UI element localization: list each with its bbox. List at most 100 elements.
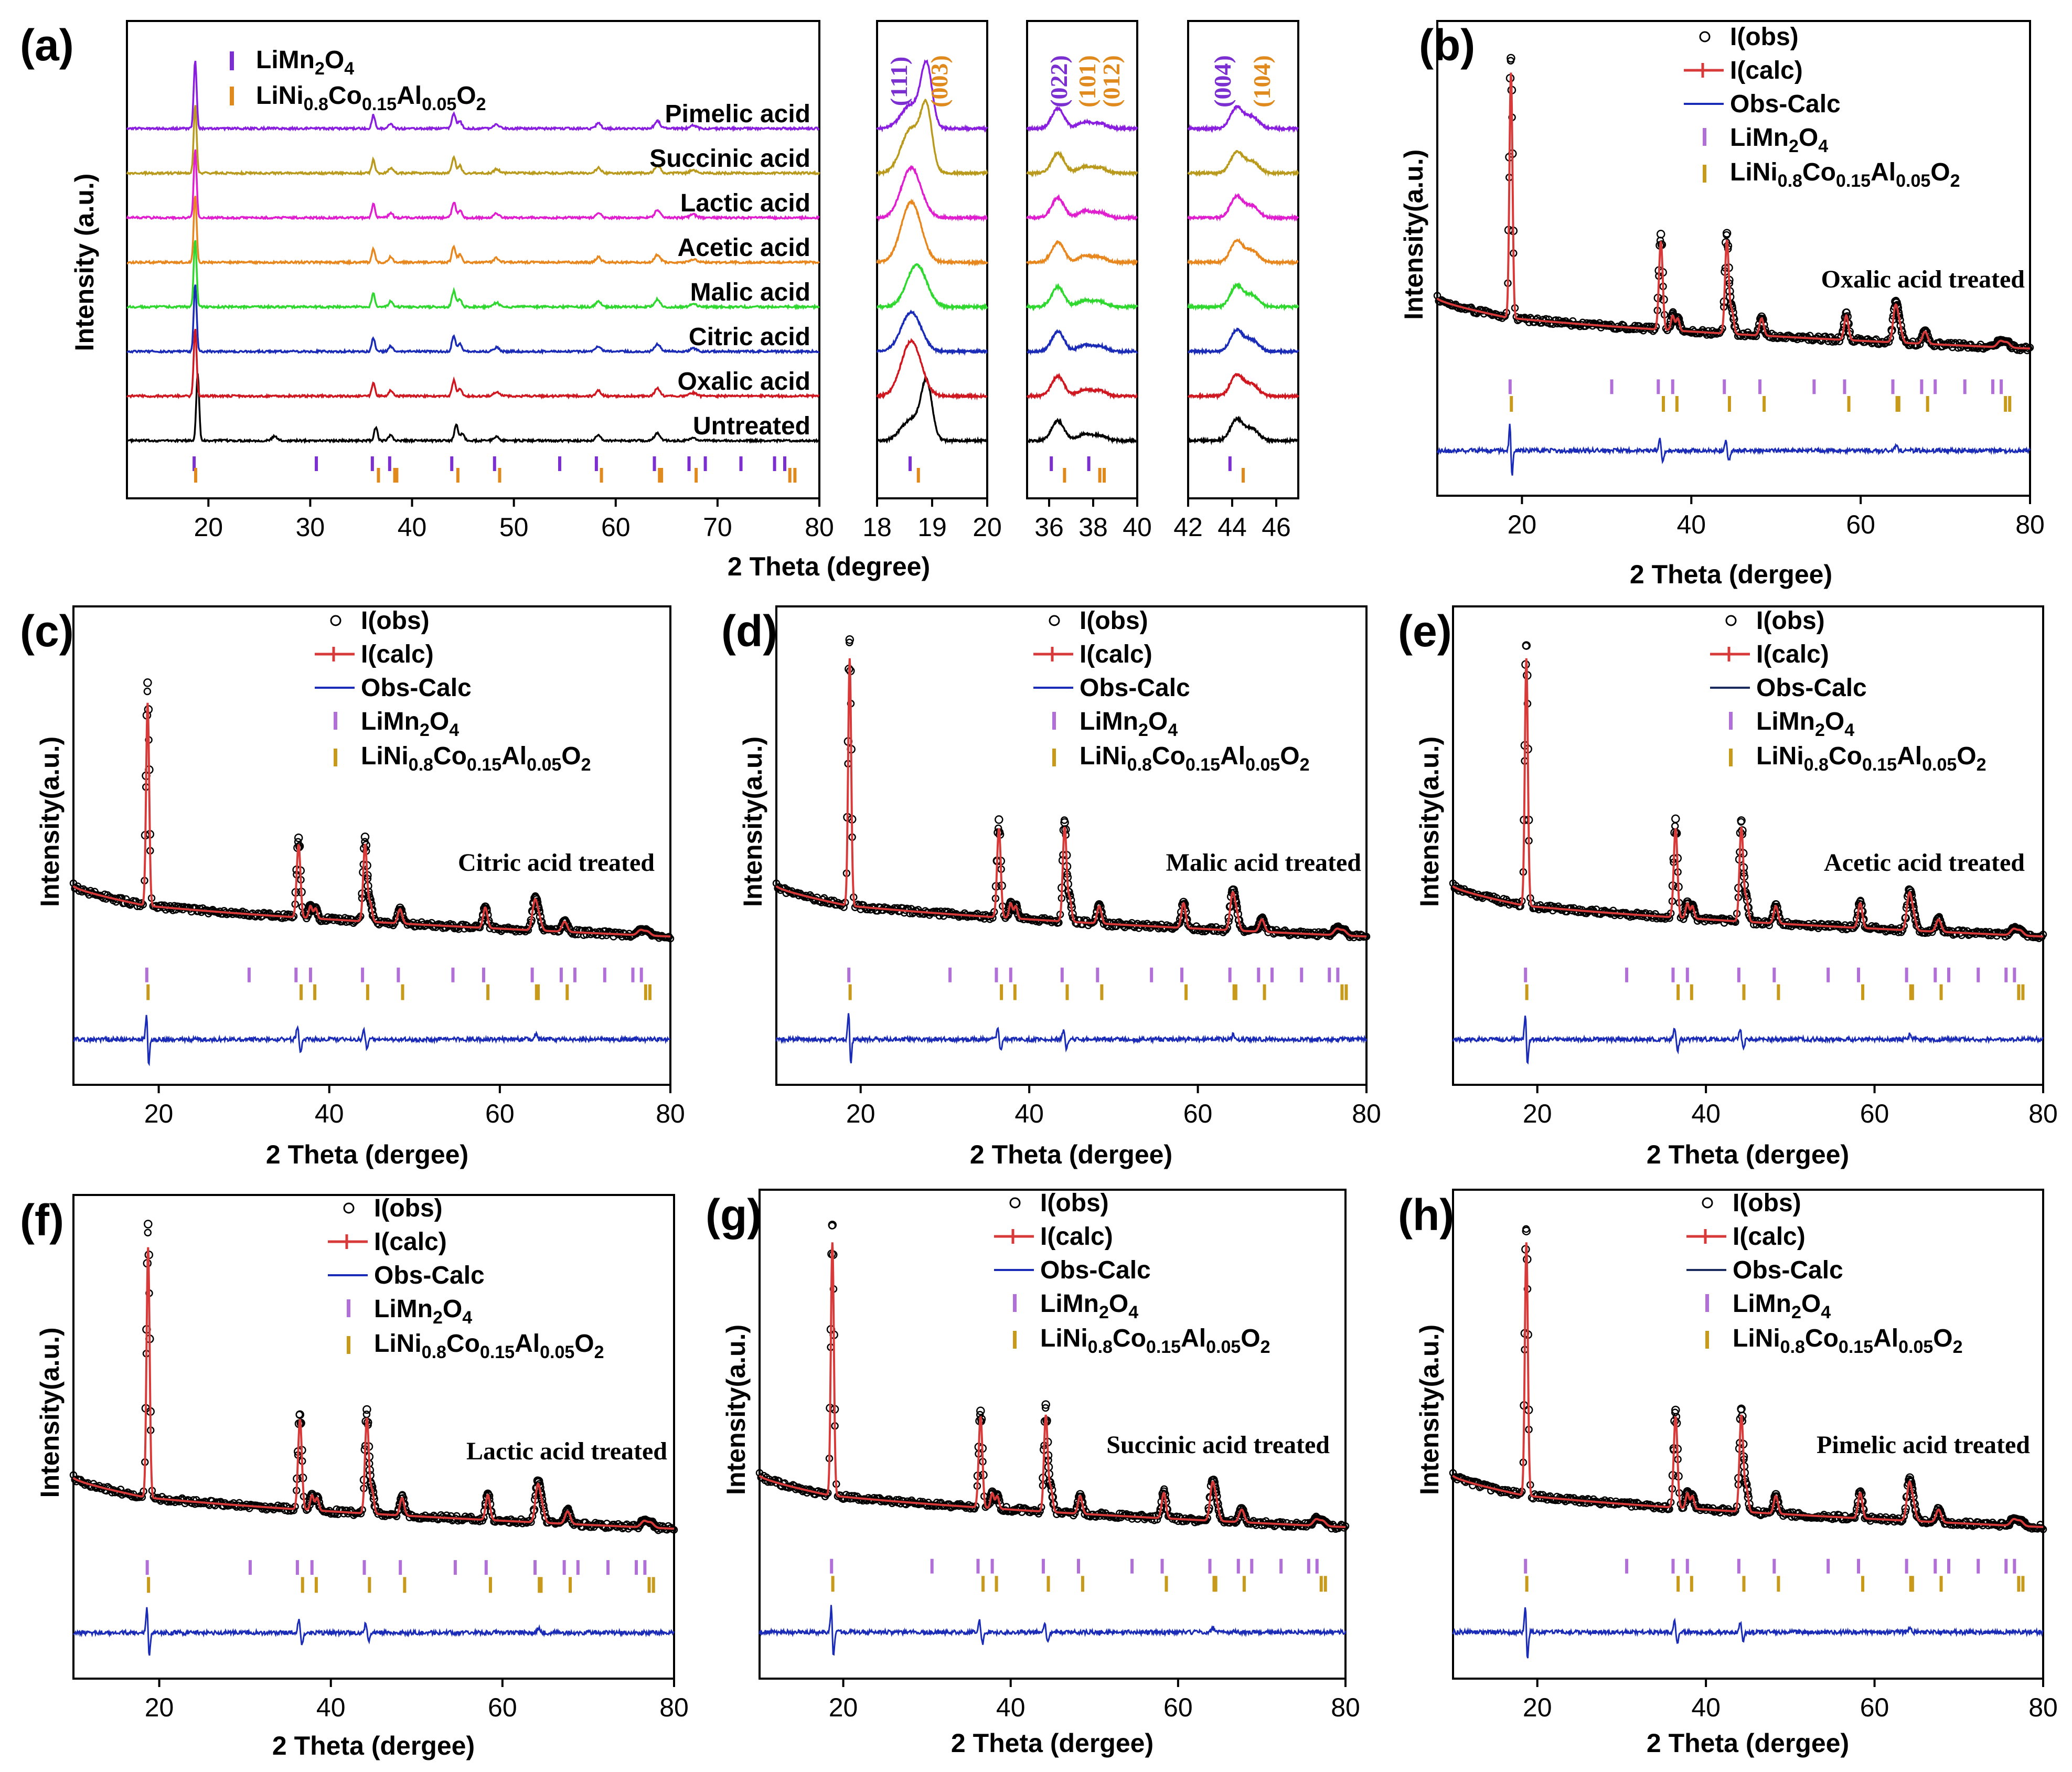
series-line-oxalic-acid bbox=[1187, 372, 1299, 401]
ref-tick-limn2o4 bbox=[1723, 379, 1726, 394]
sample-annotation: Oxalic acid treated bbox=[1821, 265, 2025, 293]
series-label: Lactic acid bbox=[680, 189, 810, 217]
x-tick-label: 80 bbox=[2015, 510, 2045, 539]
obs-point bbox=[1090, 917, 1098, 926]
hkl-label: (012) bbox=[1098, 55, 1125, 108]
series-line-citric-acid bbox=[1188, 327, 1299, 356]
difference-line bbox=[1436, 423, 2031, 476]
ref-tick-limn2o4 bbox=[295, 1560, 299, 1575]
ref-tick-limn2o4 bbox=[1610, 379, 1614, 394]
legend: I(obs) I(calc) Obs-Calc LiMn2O4LiNi0.8Co0.1… bbox=[1033, 607, 1310, 775]
obs-point bbox=[1583, 319, 1591, 327]
obs-point bbox=[1241, 1513, 1250, 1522]
ref-tick-ncao bbox=[1340, 984, 1344, 1000]
ref-tick-ncao bbox=[995, 1576, 998, 1592]
x-tick-label: 20 bbox=[829, 1693, 858, 1722]
axes-frame bbox=[759, 1189, 1347, 1680]
ref-tick-limn2o4 bbox=[1920, 379, 1924, 394]
legend-label-calc: I(calc) bbox=[1080, 641, 1152, 668]
x-tick-label: 46 bbox=[1262, 513, 1291, 542]
legend-marker-obs bbox=[1702, 1197, 1713, 1209]
panel-letter: (d) bbox=[721, 606, 777, 656]
legend-marker-obs bbox=[1049, 615, 1060, 626]
ref-tick-ncao bbox=[1939, 1576, 1943, 1592]
ref-tick-limn2o4 bbox=[310, 1560, 314, 1575]
legend-marker-limn2o4 bbox=[1703, 128, 1706, 146]
legend-marker-obs bbox=[330, 615, 341, 626]
ref-tick-limn2o4 bbox=[1076, 1558, 1080, 1574]
ref-tick-limn2o4 bbox=[2013, 1558, 2016, 1574]
x-tick-label: 20 bbox=[846, 1099, 875, 1128]
ref-tick-ncao bbox=[1525, 1576, 1529, 1592]
ref-tick-ncao bbox=[1510, 396, 1513, 412]
ref-tick-ncao bbox=[1103, 468, 1106, 483]
ref-tick-limn2o4 bbox=[1857, 1558, 1861, 1574]
ref-tick-limn2o4 bbox=[773, 456, 776, 471]
obs-point bbox=[1153, 1515, 1161, 1523]
ref-tick-limn2o4 bbox=[1671, 1558, 1675, 1574]
ref-tick-limn2o4 bbox=[1737, 967, 1740, 983]
x-tick-label: 80 bbox=[656, 1099, 685, 1128]
ref-tick-limn2o4 bbox=[990, 1558, 994, 1574]
legend: I(obs) I(calc) Obs-Calc LiMn2O4LiNi0.8Co0.1… bbox=[994, 1189, 1270, 1357]
ref-tick-ncao bbox=[538, 1577, 541, 1593]
ref-tick-limn2o4 bbox=[1671, 379, 1674, 394]
ref-tick-limn2o4 bbox=[1315, 1558, 1319, 1574]
obs-point bbox=[1321, 1518, 1330, 1528]
ref-tick-limn2o4 bbox=[603, 967, 606, 983]
obs-point bbox=[1937, 920, 1946, 928]
obs-point bbox=[1722, 229, 1732, 238]
ref-tick-ncao bbox=[1777, 1576, 1780, 1592]
legend-label-obs: I(obs) bbox=[1730, 23, 1799, 51]
ref-tick-ncao bbox=[1165, 1576, 1168, 1592]
obs-point bbox=[646, 928, 655, 937]
x-tick-label: 18 bbox=[862, 513, 892, 542]
difference-line bbox=[775, 1013, 1368, 1064]
ref-tick-limn2o4 bbox=[635, 1560, 638, 1575]
legend: I(obs) I(calc) Obs-Calc LiMn2O4LiNi0.8Co0.1… bbox=[1686, 1189, 1963, 1357]
ref-tick-limn2o4 bbox=[1150, 967, 1154, 983]
obs-point bbox=[995, 815, 1003, 824]
legend-label-limn2o4: LiMn2O4 bbox=[1733, 1290, 1831, 1322]
obs-point bbox=[1041, 1404, 1050, 1412]
ref-tick-limn2o4 bbox=[493, 456, 496, 471]
x-tick-label: 40 bbox=[1676, 510, 1706, 539]
obs-point bbox=[287, 1507, 295, 1515]
series-line-lactic-acid bbox=[1187, 193, 1299, 222]
series-line-pimelic-acid bbox=[126, 60, 820, 132]
difference-line bbox=[1452, 1015, 2044, 1065]
sample-annotation: Pimelic acid treated bbox=[1817, 1431, 2030, 1459]
ref-tick-ncao bbox=[300, 984, 303, 1000]
x-tick-label: 20 bbox=[145, 1693, 174, 1722]
ref-tick-ncao bbox=[1063, 468, 1066, 483]
ref-tick-ncao bbox=[393, 468, 397, 483]
series-label: Untreated bbox=[693, 412, 810, 440]
ref-tick-limn2o4 bbox=[1857, 967, 1861, 983]
legend-label-limn2o4: LiMn2O4 bbox=[1756, 708, 1854, 740]
obs-point bbox=[1671, 814, 1680, 824]
legend-label-ncao: LiNi0.8Co0.15Al0.05O2 bbox=[1040, 1325, 1270, 1357]
ref-tick-ncao bbox=[488, 1577, 492, 1593]
legend-marker-limn2o4 bbox=[230, 51, 234, 70]
ref-tick-limn2o4 bbox=[362, 1560, 366, 1575]
obs-point bbox=[314, 911, 323, 920]
ref-tick-ncao bbox=[1727, 396, 1731, 412]
axes-frame bbox=[1436, 20, 2031, 497]
legend-label-obs: I(obs) bbox=[1756, 607, 1825, 635]
ref-tick-ncao bbox=[1662, 396, 1665, 412]
series-line-lactic-acid bbox=[876, 165, 988, 222]
legend-label-ncao: LiNi0.8Co0.15Al0.05O2 bbox=[1756, 742, 1986, 775]
obs-point bbox=[1343, 930, 1353, 938]
legend-label-obs: I(obs) bbox=[1080, 607, 1148, 635]
panel-f: (f) 20 40 60 80 2 Theta (dergee) Intensity(a.u… bbox=[20, 1194, 689, 1760]
ref-tick-ncao bbox=[658, 468, 661, 483]
legend-label-limn2o4: LiMn2O4 bbox=[1040, 1290, 1138, 1322]
ref-tick-limn2o4 bbox=[1685, 967, 1689, 983]
ref-tick-limn2o4 bbox=[1250, 1558, 1254, 1574]
obs-point bbox=[1643, 1500, 1651, 1508]
obs-point bbox=[2020, 930, 2030, 938]
obs-point bbox=[647, 930, 656, 939]
legend: I(obs) I(calc) Obs-Calc LiMn2O4LiNi0.8Co0.1… bbox=[328, 1194, 604, 1362]
sample-annotation: Succinic acid treated bbox=[1106, 1431, 1330, 1459]
ref-tick-ncao bbox=[1263, 984, 1266, 1000]
